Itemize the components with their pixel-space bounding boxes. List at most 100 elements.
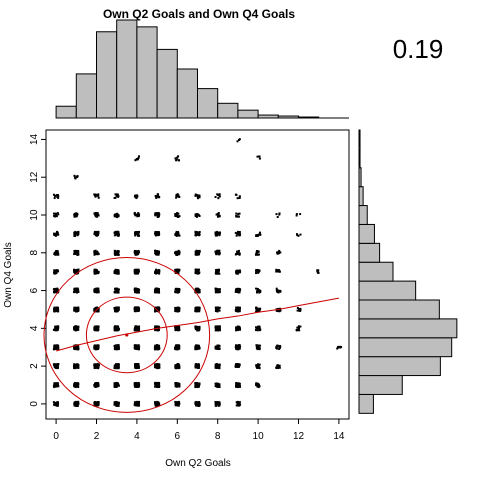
data-point (197, 287, 200, 290)
data-point (278, 249, 281, 252)
data-point (275, 268, 278, 271)
data-point (56, 306, 59, 309)
data-point (94, 400, 97, 403)
data-point (196, 233, 199, 236)
data-point (157, 308, 160, 311)
data-point (178, 252, 181, 255)
data-point (95, 404, 98, 407)
data-point (174, 347, 177, 350)
data-point (178, 345, 181, 348)
data-point (279, 290, 282, 293)
data-point (214, 385, 217, 388)
data-point (56, 231, 59, 234)
data-point (177, 272, 180, 275)
data-point (155, 271, 158, 274)
data-point (218, 385, 221, 388)
data-point (114, 230, 117, 233)
data-point (218, 401, 221, 404)
data-point (77, 400, 80, 403)
data-point (117, 348, 120, 351)
data-point (73, 270, 76, 273)
data-point (57, 196, 60, 199)
data-point (174, 327, 177, 330)
data-point (235, 290, 238, 293)
data-point (53, 384, 56, 387)
data-point (177, 404, 180, 407)
data-point (76, 233, 79, 236)
data-point (255, 287, 258, 290)
data-point (113, 329, 116, 332)
data-point (134, 385, 137, 388)
data-point (216, 348, 219, 351)
x-tick-label: 6 (175, 431, 181, 442)
data-point (236, 383, 239, 386)
data-point (94, 403, 97, 406)
data-point (135, 328, 138, 331)
data-point (296, 326, 299, 329)
data-point (55, 288, 58, 291)
data-point (237, 215, 240, 218)
data-point (255, 307, 258, 310)
data-point (194, 271, 197, 274)
data-point (174, 404, 177, 407)
data-point (216, 271, 219, 274)
data-point (54, 347, 57, 350)
data-point (113, 231, 116, 234)
data-point (257, 344, 260, 347)
data-point (239, 403, 242, 406)
data-point (176, 290, 179, 293)
data-point (95, 213, 98, 216)
data-point (339, 346, 342, 349)
data-point (158, 364, 161, 367)
data-point (218, 253, 221, 256)
data-point (277, 291, 280, 294)
data-point (95, 287, 98, 290)
data-point (73, 291, 76, 294)
data-point (97, 382, 100, 385)
data-point (257, 326, 260, 329)
data-point (198, 233, 201, 236)
data-point (54, 366, 57, 369)
data-point (97, 270, 100, 273)
data-point (133, 287, 136, 290)
x-tick-label: 2 (94, 431, 100, 442)
data-point (177, 159, 180, 162)
data-point (97, 253, 100, 256)
data-point (93, 309, 96, 312)
data-point (174, 233, 177, 236)
data-point (255, 364, 258, 367)
data-point (175, 159, 178, 162)
data-point (135, 366, 138, 369)
data-point (73, 215, 76, 218)
data-point (74, 250, 77, 253)
data-point (137, 403, 140, 406)
data-point (197, 307, 200, 310)
data-point (56, 401, 59, 404)
data-point (256, 270, 259, 273)
data-point (154, 212, 157, 215)
y-tick-label: 0 (29, 401, 40, 407)
x-tick-label: 14 (333, 431, 345, 442)
data-point (174, 346, 177, 349)
histogram-bar (55, 105, 77, 119)
confidence-ellipse (43, 257, 211, 413)
data-point (155, 232, 158, 235)
data-point (154, 252, 157, 255)
data-point (155, 385, 158, 388)
data-point (215, 253, 218, 256)
data-point (177, 288, 180, 291)
data-point (77, 250, 80, 253)
data-point (214, 234, 217, 237)
data-point (97, 363, 100, 366)
data-point (276, 251, 279, 254)
data-point (158, 233, 161, 236)
data-point (236, 386, 239, 389)
data-point (117, 233, 120, 236)
data-point (53, 251, 56, 254)
data-point (198, 250, 201, 253)
data-point (55, 249, 58, 252)
data-point (95, 383, 98, 386)
data-point (195, 249, 198, 252)
data-point (114, 404, 117, 407)
data-point (217, 327, 220, 330)
